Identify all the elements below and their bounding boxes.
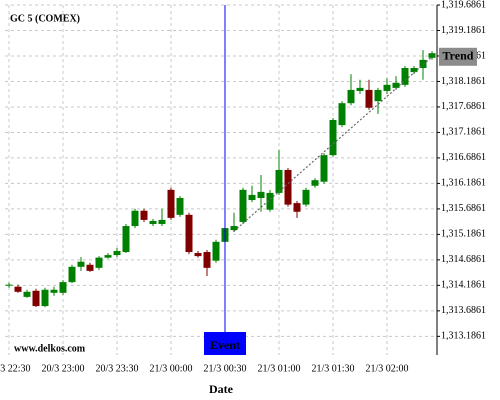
- candle-body: [131, 210, 139, 227]
- candle-body: [374, 89, 382, 102]
- candle-body: [167, 189, 175, 218]
- trend-label-box: [439, 47, 477, 66]
- x-tick-label: 21/3 02:00: [365, 363, 408, 374]
- y-tick-label: 1,317.6861: [441, 101, 486, 112]
- y-tick-label: 1,316.6861: [441, 152, 486, 163]
- candle-body: [14, 286, 22, 292]
- candle-body: [311, 180, 319, 186]
- candle-body: [266, 192, 274, 210]
- candle-body: [212, 241, 220, 261]
- chart-title: GC 5 (COMEX): [10, 13, 80, 24]
- candle-body: [284, 169, 292, 205]
- candle-body: [122, 226, 130, 253]
- x-tick-label: 20/3 23:00: [41, 363, 84, 374]
- y-tick-label: 1,313.6861: [441, 305, 486, 316]
- candle-body: [203, 252, 211, 268]
- y-tick-label: 1,317.1861: [441, 127, 486, 138]
- candle-body: [428, 53, 436, 58]
- candle-body: [149, 220, 157, 224]
- candle-body: [293, 203, 301, 212]
- y-tick-label: 1,314.6861: [441, 254, 486, 265]
- candle-body: [338, 103, 346, 126]
- candle-body: [401, 68, 409, 85]
- candle-body: [410, 68, 418, 73]
- candle-body: [257, 191, 265, 198]
- event-label-box: [204, 332, 246, 355]
- candle-body: [140, 210, 148, 220]
- candle-body: [194, 253, 202, 257]
- x-tick-label: 20/3 22:30: [0, 363, 31, 374]
- y-tick-label: 1,314.1861: [441, 280, 486, 291]
- y-tick-label: 1,316.1861: [441, 178, 486, 189]
- candle-body: [77, 261, 85, 267]
- x-tick-label: 21/3 00:00: [149, 363, 192, 374]
- y-tick-label: 1,319.1861: [441, 25, 486, 36]
- event-label: Event: [210, 338, 240, 352]
- x-tick-label: 21/3 00:30: [203, 363, 246, 374]
- candle-body: [86, 264, 94, 271]
- candle-body: [104, 255, 112, 258]
- y-tick-label: 1,315.6861: [441, 203, 486, 214]
- candle-body: [185, 214, 193, 253]
- candle-body: [158, 219, 166, 224]
- candle-body: [383, 84, 391, 91]
- y-tick-label: 1,313.1861: [441, 331, 486, 342]
- candle-body: [239, 189, 247, 222]
- candle-body: [392, 82, 400, 88]
- x-tick-label: 20/3 23:30: [95, 363, 138, 374]
- candle-body: [356, 87, 364, 91]
- candle-body: [329, 120, 337, 156]
- trend-label: Trend: [443, 49, 474, 63]
- x-tick-label: 21/3 01:30: [311, 363, 354, 374]
- candle-body: [5, 284, 13, 286]
- candle-body: [59, 282, 67, 293]
- candle-body: [23, 291, 31, 297]
- candle-body: [347, 89, 355, 104]
- y-tick-label: 1,315.1861: [441, 229, 486, 240]
- candle-body: [50, 289, 58, 293]
- candle-body: [113, 251, 121, 256]
- plot: [5, 5, 436, 355]
- candle-body: [320, 155, 328, 182]
- watermark: www.delkos.com: [14, 343, 86, 354]
- y-tick-label: 1,319.6861: [441, 0, 486, 10]
- candle-body: [41, 289, 49, 307]
- x-axis-title: Date: [209, 382, 234, 396]
- candle-body: [32, 290, 40, 307]
- candle-body: [302, 189, 310, 205]
- candle-body: [275, 169, 283, 193]
- y-tick-label: 1,318.1861: [441, 76, 486, 87]
- candle-body: [95, 257, 103, 268]
- x-tick-label: 21/3 01:00: [257, 363, 300, 374]
- candle-body: [68, 266, 76, 283]
- candle-body: [230, 226, 238, 231]
- candle-body: [176, 197, 184, 215]
- candle-body: [248, 194, 256, 201]
- candle-body: [365, 89, 373, 108]
